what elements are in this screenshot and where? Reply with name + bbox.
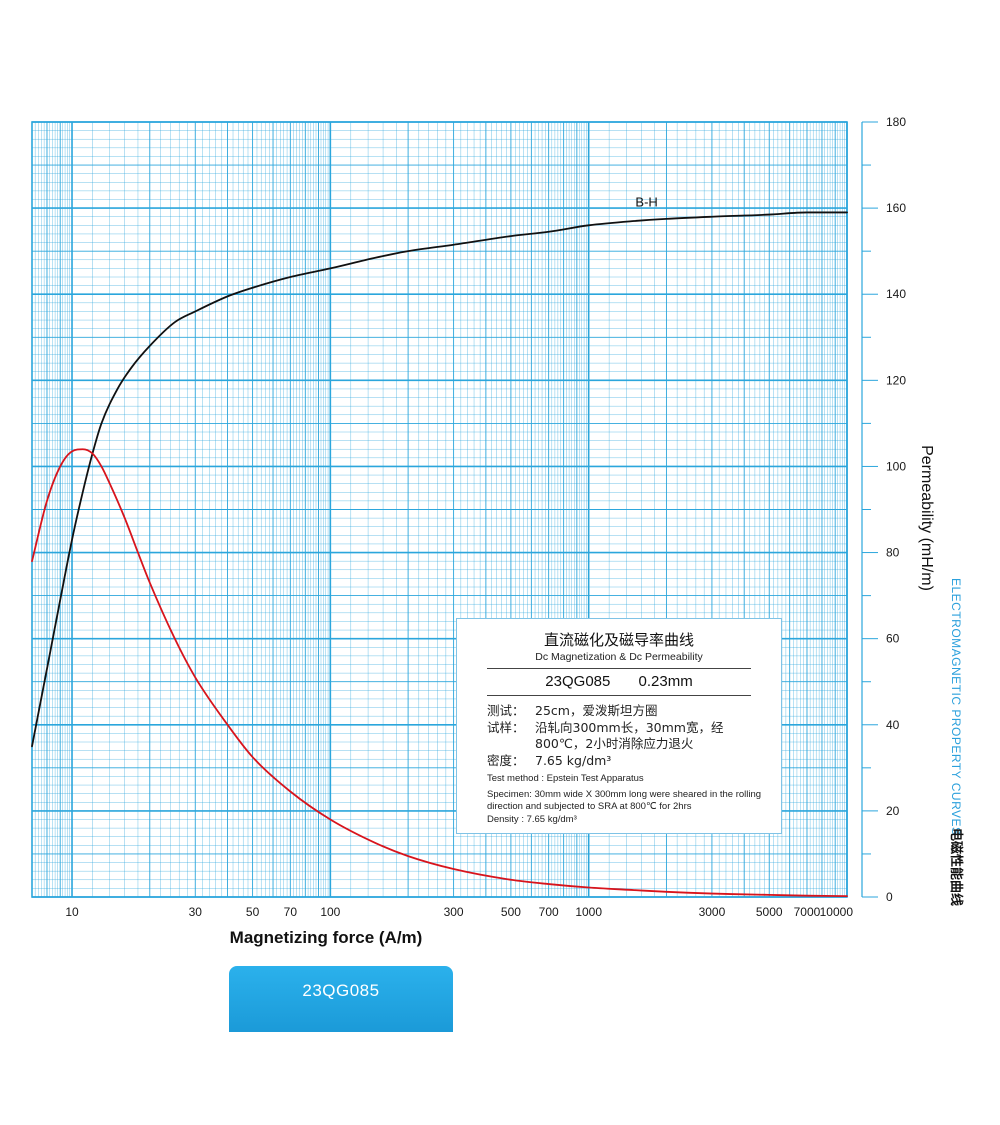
x-tick-label: 10	[65, 905, 79, 919]
info-cn-details: 测试： 25cm，爱泼斯坦方圈 试样： 沿轧向300mm长，30mm宽，经800…	[487, 703, 757, 769]
x-tick-label: 1000	[575, 905, 602, 919]
y-axis-title: Permeability (mH/m)	[918, 445, 935, 591]
series-line-b-h	[31, 211, 848, 748]
x-axis-title: Magnetizing force (A/m)	[230, 928, 423, 947]
plot-frame	[31, 121, 848, 898]
info-test-label: 测试：	[487, 703, 525, 718]
side-title-en: ELECTROMAGNETIC PROPERTY CURVES	[949, 578, 963, 836]
y-tick-label: 120	[886, 373, 906, 387]
info-title-cn: 直流磁化及磁导率曲线	[543, 631, 694, 649]
info-grade: 23QG085	[545, 673, 611, 690]
y-tick-label: 100	[886, 459, 906, 473]
x-tick-label: 70	[284, 905, 298, 919]
y-tick-label: 60	[886, 632, 900, 646]
y-tick-label: 20	[886, 804, 900, 818]
y-tick-label: 40	[886, 718, 900, 732]
y-tick-labels: 0 20 40 60 80 100 120 140 160 180	[886, 115, 906, 904]
x-tick-label: 30	[189, 905, 203, 919]
y-tick-label: 160	[886, 201, 906, 215]
side-title-cn: 电磁性能曲线	[948, 828, 964, 906]
info-box: 直流磁化及磁导率曲线 Dc Magnetization & Dc Permeab…	[456, 618, 782, 834]
series-labels: B-H	[635, 194, 657, 209]
x-tick-label: 7000	[794, 905, 821, 919]
x-tick-label: 700	[539, 905, 559, 919]
info-title-en: Dc Magnetization & Dc Permeability	[535, 651, 703, 663]
x-tick-labels: 10 30 50 70 100 300 500 700 1000 3000 5000 7000 1000…	[65, 905, 853, 919]
right-axis	[861, 121, 878, 898]
y-tick-label: 180	[886, 115, 906, 129]
info-thickness: 0.23mm	[638, 673, 693, 690]
info-en-specimen: Specimen: 30mm wide X 300mm long were sh…	[487, 788, 762, 813]
series-label: B-H	[635, 194, 657, 209]
x-tick-label: 10000	[820, 905, 854, 919]
grade-tab-button[interactable]: 23QG085	[229, 966, 453, 1032]
x-tick-label: 50	[246, 905, 260, 919]
info-specimen-label: 试样：	[487, 719, 525, 735]
x-tick-label: 3000	[699, 905, 726, 919]
info-divider	[487, 695, 751, 696]
series	[31, 211, 848, 898]
y-tick-label: 0	[886, 890, 893, 904]
info-en-density: Density : 7.65 kg/dm³	[487, 813, 577, 825]
x-tick-label: 300	[444, 905, 464, 919]
info-grade-row: 23QG085 0.23mm	[457, 673, 781, 690]
x-tick-label: 500	[501, 905, 521, 919]
info-divider	[487, 668, 751, 669]
info-specimen-value: 沿轧向300mm长，30mm宽，经800℃，2小时消除应力退火	[535, 719, 724, 752]
info-test-value: 25cm，爱泼斯坦方圈	[535, 703, 658, 718]
x-tick-label: 100	[320, 905, 340, 919]
series-line-permeability	[31, 448, 848, 898]
info-en-details: Test method : Epstein Test Apparatus Spe…	[487, 773, 767, 826]
info-density-label: 密度：	[487, 752, 525, 768]
y-tick-label: 140	[886, 287, 906, 301]
info-density-value: 7.65 kg/dm³	[535, 752, 612, 768]
info-en-test-method: Test method : Epstein Test Apparatus	[487, 773, 644, 784]
y-tick-label: 80	[886, 546, 900, 560]
x-tick-label: 5000	[756, 905, 783, 919]
